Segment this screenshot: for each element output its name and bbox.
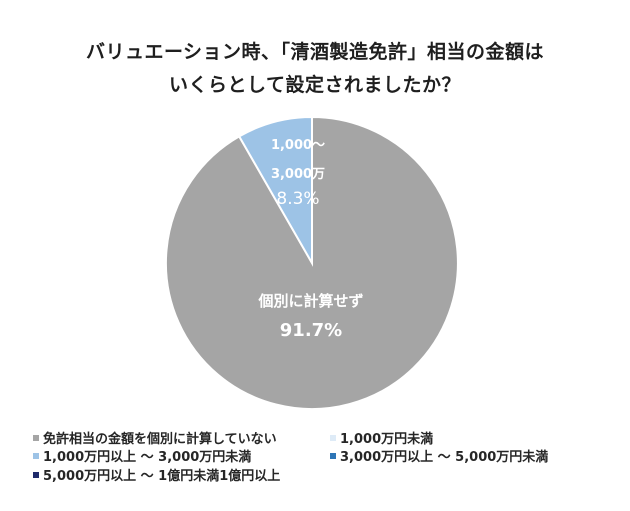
legend-item-1000-3000: 1,000万円以上 ～ 3,000万円未満 <box>33 447 252 465</box>
slice-label-main: 個別に計算せず <box>258 292 364 310</box>
legend-label: 3,000万円以上 ～ 5,000万円未満 <box>340 450 549 465</box>
legend-swatch-icon <box>33 434 39 441</box>
legend-item-5000-and-above: 5,000万円以上 ～ 1億円未満1億円以上 <box>33 466 281 484</box>
slice-label-range: 1,000～ <box>270 138 326 153</box>
legend-label: 免許相当の金額を個別に計算していない <box>43 432 277 447</box>
legend-swatch-icon <box>33 471 39 478</box>
legend-item-not-calculated: 免許相当の金額を個別に計算していない <box>33 429 277 447</box>
legend-label: 1,000万円未満 <box>340 432 434 447</box>
slice-label-pct-main: 91.7% <box>279 320 343 341</box>
legend-item-3000-5000: 3,000万円以上 ～ 5,000万円未満 <box>330 447 549 465</box>
slice-label-pct-small: 8.3% <box>276 189 320 209</box>
chart-title-line-1: バリュエーション時、「清酒製造免許」相当の金額は <box>85 41 545 63</box>
legend-swatch-icon <box>330 434 336 441</box>
slice-label-range-2: 3,000万 <box>270 167 326 182</box>
legend-label: 1,000万円以上 ～ 3,000万円未満 <box>43 450 252 465</box>
legend-swatch-icon <box>330 452 336 459</box>
legend-item-under-1000: 1,000万円未満 <box>330 429 434 447</box>
legend-label: 5,000万円以上 ～ 1億円未満1億円以上 <box>43 469 281 484</box>
chart-title-line-2: いくらとして設定されましたか？ <box>169 74 461 96</box>
pie-slice-1000-3000 <box>237 115 313 267</box>
legend-swatch-icon <box>33 452 39 459</box>
